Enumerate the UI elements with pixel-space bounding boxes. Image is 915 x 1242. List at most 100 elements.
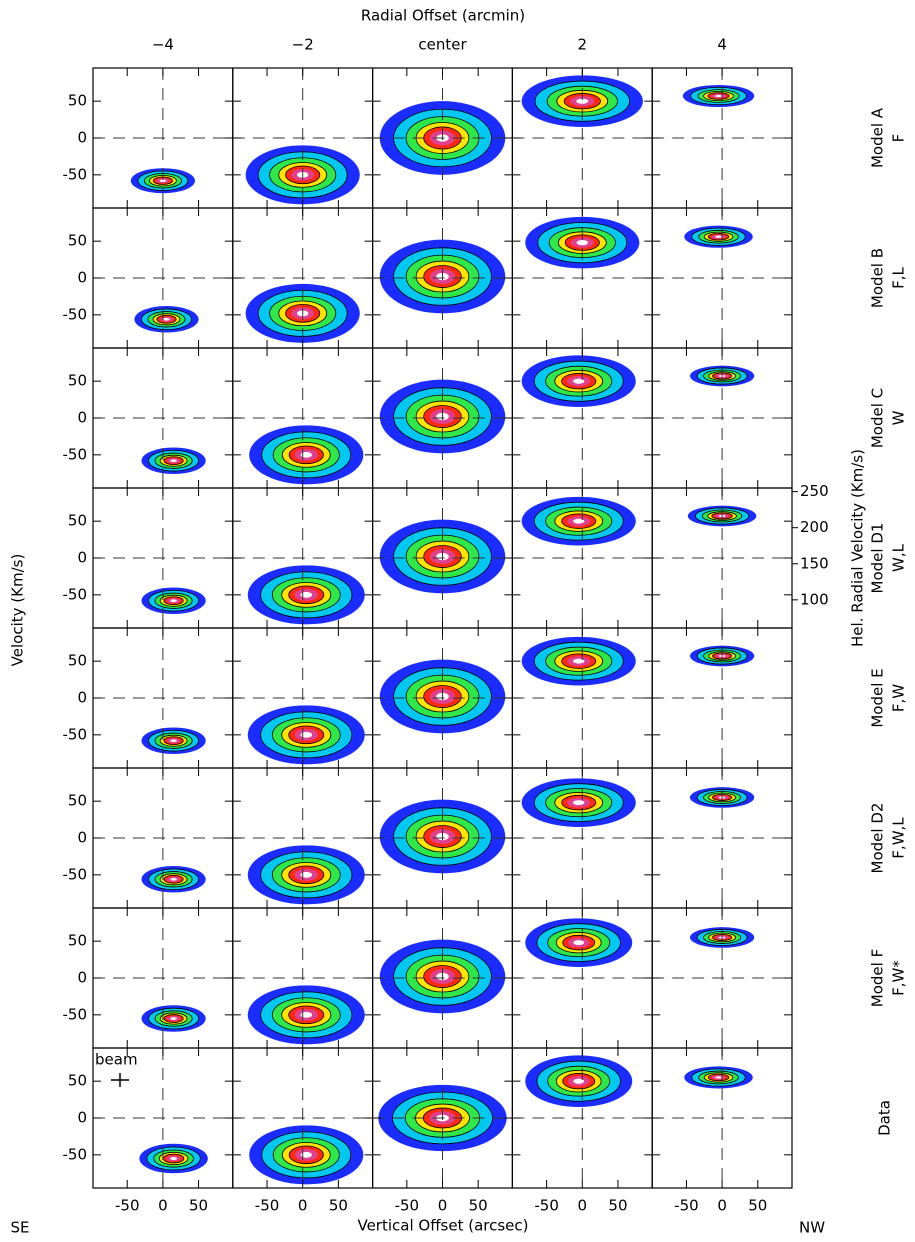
y-tick-label: 50 (68, 232, 87, 250)
panel-content (512, 488, 653, 628)
intensity-level (300, 871, 313, 878)
panel-content (372, 208, 513, 348)
panel (232, 627, 374, 769)
intensity-level (576, 240, 589, 246)
row-code-label: F,W (890, 684, 908, 712)
y2-tick-label: 100 (800, 590, 829, 608)
x-tick-label: 50 (329, 1197, 348, 1215)
intensity-level (573, 658, 585, 664)
panel (651, 67, 793, 209)
panel-content (93, 488, 233, 628)
x-tick-label: 50 (189, 1197, 208, 1215)
panel-content (232, 208, 373, 348)
row-code-label: W,L (890, 543, 908, 572)
panel-content (652, 768, 792, 908)
intensity-level (170, 459, 177, 463)
intensity-level (715, 1076, 722, 1079)
y-tick-label: 50 (68, 932, 87, 950)
intensity-level (573, 518, 585, 524)
y-tick-label: 50 (68, 652, 87, 670)
panel (232, 907, 374, 1049)
panel-content (512, 768, 653, 908)
panel-content (512, 1048, 653, 1188)
panel-content (93, 1048, 233, 1188)
panel (372, 347, 514, 489)
y2-tick-label: 150 (800, 554, 829, 572)
row-model-label: Data (876, 1100, 894, 1136)
panel (372, 67, 514, 209)
x-tick-label: 0 (158, 1197, 168, 1215)
corner-label: NW (799, 1219, 825, 1237)
y-axis-label: Velocity (Km/s) (9, 554, 27, 667)
panel (92, 627, 234, 769)
row-model-label: Model D1 (869, 523, 887, 594)
panel-content (372, 628, 513, 768)
beam-label: beam (95, 1051, 138, 1069)
y-tick-label: -50 (63, 445, 88, 463)
x-tick-label: -50 (395, 1197, 420, 1215)
intensity-level (159, 179, 167, 182)
panel-content (93, 908, 233, 1048)
panel (651, 487, 793, 629)
intensity-level (573, 940, 585, 946)
row-model-label: Model C (869, 388, 887, 448)
panel-content (372, 768, 513, 908)
panel-content (372, 1048, 513, 1188)
y-tick-label: 50 (68, 372, 87, 390)
y-tick-label: -50 (63, 1145, 88, 1163)
y-tick-label: 0 (77, 829, 87, 847)
x-tick-label: -50 (674, 1197, 699, 1215)
intensity-level (576, 98, 589, 104)
panel-content (512, 208, 653, 348)
panel (372, 767, 514, 909)
panel-content (232, 768, 373, 908)
intensity-level (170, 739, 177, 743)
panel (651, 907, 793, 1049)
intensity-level (300, 1011, 313, 1018)
panel (372, 1047, 514, 1189)
y2-tick-label: 250 (800, 482, 829, 500)
panel-content (372, 488, 513, 628)
y-tick-label: -50 (63, 1005, 88, 1023)
row-code-label: F,W,L (890, 817, 908, 859)
y-tick-label: 50 (68, 512, 87, 530)
panel-content (512, 628, 653, 768)
x-tick-label: -50 (534, 1197, 559, 1215)
intensity-level (300, 451, 312, 458)
y-tick-label: -50 (63, 585, 88, 603)
x-tick-label: 0 (578, 1197, 588, 1215)
x-tick-label: 50 (748, 1197, 767, 1215)
panel-content (232, 348, 373, 488)
row-model-label: Model E (869, 668, 887, 727)
panel (372, 487, 514, 629)
panel-content (652, 68, 792, 208)
x-tick-label: 0 (438, 1197, 448, 1215)
intensity-level (573, 378, 585, 384)
panel-content (232, 488, 373, 628)
panel (511, 207, 653, 349)
panel (92, 67, 234, 209)
panel (511, 907, 653, 1049)
y-tick-label: -50 (63, 865, 88, 883)
panel-content (652, 208, 792, 348)
y-tick-label: -50 (63, 165, 88, 183)
panel-content (652, 348, 792, 488)
panel-content (232, 1048, 373, 1188)
x-tick-label: 0 (717, 1197, 727, 1215)
panel (372, 207, 514, 349)
panel (511, 767, 653, 909)
intensity-level (163, 317, 170, 321)
x-tick-label: -50 (255, 1197, 280, 1215)
panel-content (93, 208, 233, 348)
y2-axis-label: Hel. Radial Velocity (Km/s) (849, 449, 867, 647)
panel-content (93, 768, 233, 908)
y-tick-label: -50 (63, 725, 88, 743)
column-label: 4 (717, 36, 727, 54)
panel-content (232, 628, 373, 768)
intensity-level (573, 1078, 585, 1084)
y-tick-label: 0 (77, 689, 87, 707)
panel (511, 487, 653, 629)
panel (92, 767, 234, 909)
panel (651, 627, 793, 769)
